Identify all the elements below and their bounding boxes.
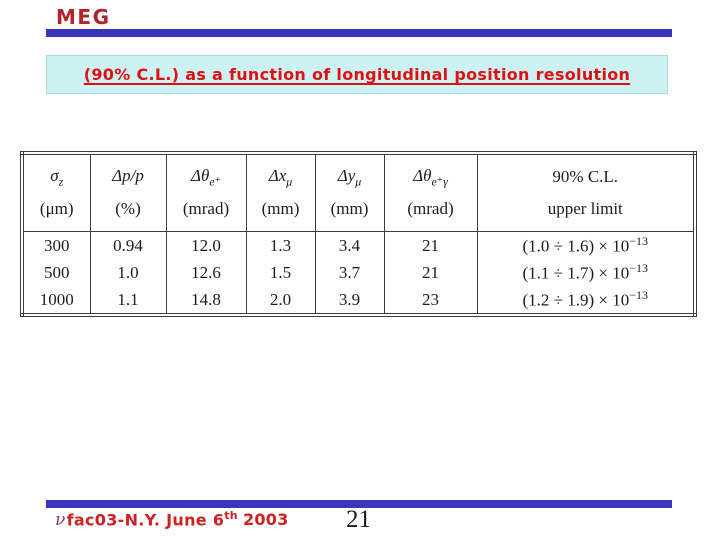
top-divider-bar [46,29,672,37]
table-cell: 21 [383,231,477,259]
column-header: Δθe⁺γ (mrad) [383,153,477,232]
table-cell: 2.0 [245,286,315,315]
table-cell: 21 [383,259,477,286]
table-cell: 500 [44,262,70,282]
bottom-divider-bar [46,500,672,508]
table-cell-upper-limit: (1.0 ÷ 1.6) × 10−13 [476,231,695,259]
table-row: 300 0.94 12.0 1.3 3.4 21 (1.0 ÷ 1.6) × 1… [22,231,695,259]
table-cell: 23 [383,286,477,315]
table-cell: 300 [44,235,70,255]
footer-superscript: th [224,509,238,522]
table-cell-upper-limit: (1.1 ÷ 1.7) × 10−13 [476,259,695,286]
table-cell: 0.94 [89,231,166,259]
table-header-row: σz (μm) Δp/p (%) Δθe⁺ (mrad) Δxμ (mm) [22,153,695,232]
table-cell: 12.0 [165,231,246,259]
table-cell: 1.0 [89,259,166,286]
column-header: σz (μm) [22,153,90,232]
table-cell: 1000 [39,289,74,309]
page-number: 21 [346,506,371,533]
table-cell: 1.1 [89,286,166,315]
page-title: MEG [56,5,111,29]
column-header: Δyμ (mm) [314,153,384,232]
table-cell: 1.3 [245,231,315,259]
footer-year: 2003 [242,510,289,530]
column-header: Δp/p (%) [89,153,166,232]
footer-credit: νfac03-N.Y. June 6th 2003 [55,509,289,530]
table-cell: 3.4 [314,231,384,259]
subtitle-box: (90% C.L.) as a function of longitudinal… [46,55,668,94]
column-header: 90% C.L. upper limit [476,153,695,232]
table-cell-upper-limit: (1.2 ÷ 1.9) × 10−13 [476,286,695,315]
table-cell: 1.5 [245,259,315,286]
column-header: Δθe⁺ (mrad) [165,153,246,232]
table-cell: 3.9 [314,286,384,315]
table-cell: 12.6 [165,259,246,286]
results-table: σz (μm) Δp/p (%) Δθe⁺ (mrad) Δxμ (mm) [20,151,697,317]
footer-text: fac03-N.Y. June 6 [66,510,225,530]
table-cell: 3.7 [314,259,384,286]
column-header: Δxμ (mm) [245,153,315,232]
table-row: 500 1.0 12.6 1.5 3.7 21 (1.1 ÷ 1.7) × 10… [22,259,695,286]
table-cell: 14.8 [165,286,246,315]
table-row: 1000 1.1 14.8 2.0 3.9 23 (1.2 ÷ 1.9) × 1… [22,286,695,315]
nu-symbol: ν [55,510,66,531]
resolution-table: σz (μm) Δp/p (%) Δθe⁺ (mrad) Δxμ (mm) [20,151,697,317]
subtitle-text: (90% C.L.) as a function of longitudinal… [83,65,631,84]
